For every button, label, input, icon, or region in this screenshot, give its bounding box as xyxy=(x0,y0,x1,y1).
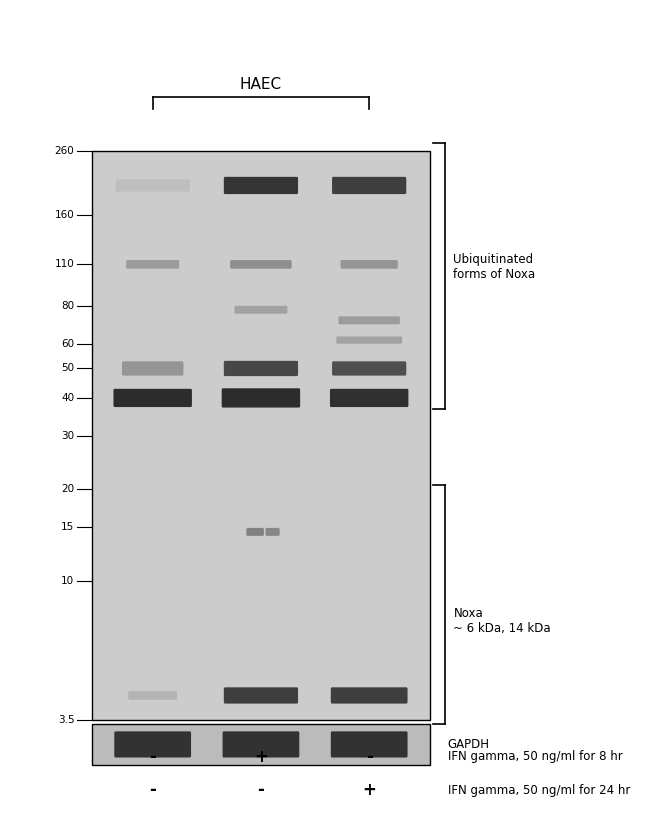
Text: IFN gamma, 50 ng/ml for 24 hr: IFN gamma, 50 ng/ml for 24 hr xyxy=(448,784,630,796)
Text: 40: 40 xyxy=(61,393,74,403)
FancyBboxPatch shape xyxy=(114,389,192,407)
Text: 60: 60 xyxy=(61,339,74,349)
FancyBboxPatch shape xyxy=(246,528,264,536)
Text: 30: 30 xyxy=(61,431,74,441)
FancyBboxPatch shape xyxy=(222,731,299,757)
FancyBboxPatch shape xyxy=(122,362,183,376)
Text: 260: 260 xyxy=(55,146,74,156)
Text: Ubiquitinated
forms of Noxa: Ubiquitinated forms of Noxa xyxy=(454,253,536,282)
FancyBboxPatch shape xyxy=(126,260,179,269)
Text: -: - xyxy=(150,781,156,799)
Text: GAPDH: GAPDH xyxy=(448,738,489,751)
FancyBboxPatch shape xyxy=(331,731,408,757)
Text: 3.5: 3.5 xyxy=(58,715,74,725)
FancyBboxPatch shape xyxy=(224,177,298,194)
FancyBboxPatch shape xyxy=(339,317,400,324)
Text: +: + xyxy=(362,781,376,799)
Bar xyxy=(92,724,430,766)
FancyBboxPatch shape xyxy=(341,260,398,269)
Text: 50: 50 xyxy=(61,363,74,373)
Text: 10: 10 xyxy=(61,576,74,586)
Text: 80: 80 xyxy=(61,302,74,312)
FancyBboxPatch shape xyxy=(332,177,406,194)
Text: IFN gamma, 50 ng/ml for 8 hr: IFN gamma, 50 ng/ml for 8 hr xyxy=(448,751,622,763)
FancyBboxPatch shape xyxy=(235,306,287,314)
FancyBboxPatch shape xyxy=(222,388,300,407)
FancyBboxPatch shape xyxy=(330,389,408,407)
Text: HAEC: HAEC xyxy=(240,77,282,92)
Text: 160: 160 xyxy=(55,210,74,220)
FancyBboxPatch shape xyxy=(116,179,190,192)
Text: +: + xyxy=(254,748,268,766)
FancyBboxPatch shape xyxy=(128,691,177,700)
FancyBboxPatch shape xyxy=(224,361,298,377)
Text: 20: 20 xyxy=(61,485,74,495)
FancyBboxPatch shape xyxy=(114,731,191,757)
FancyBboxPatch shape xyxy=(224,687,298,704)
FancyBboxPatch shape xyxy=(332,362,406,376)
Text: Noxa
~ 6 kDa, 14 kDa: Noxa ~ 6 kDa, 14 kDa xyxy=(454,607,551,635)
FancyBboxPatch shape xyxy=(336,337,402,344)
Text: -: - xyxy=(366,748,372,766)
FancyBboxPatch shape xyxy=(265,528,280,536)
Text: 15: 15 xyxy=(61,522,74,532)
Text: 110: 110 xyxy=(55,259,74,269)
Text: -: - xyxy=(257,781,265,799)
FancyBboxPatch shape xyxy=(331,687,408,704)
FancyBboxPatch shape xyxy=(230,260,292,269)
Bar xyxy=(92,151,430,720)
Text: -: - xyxy=(150,748,156,766)
